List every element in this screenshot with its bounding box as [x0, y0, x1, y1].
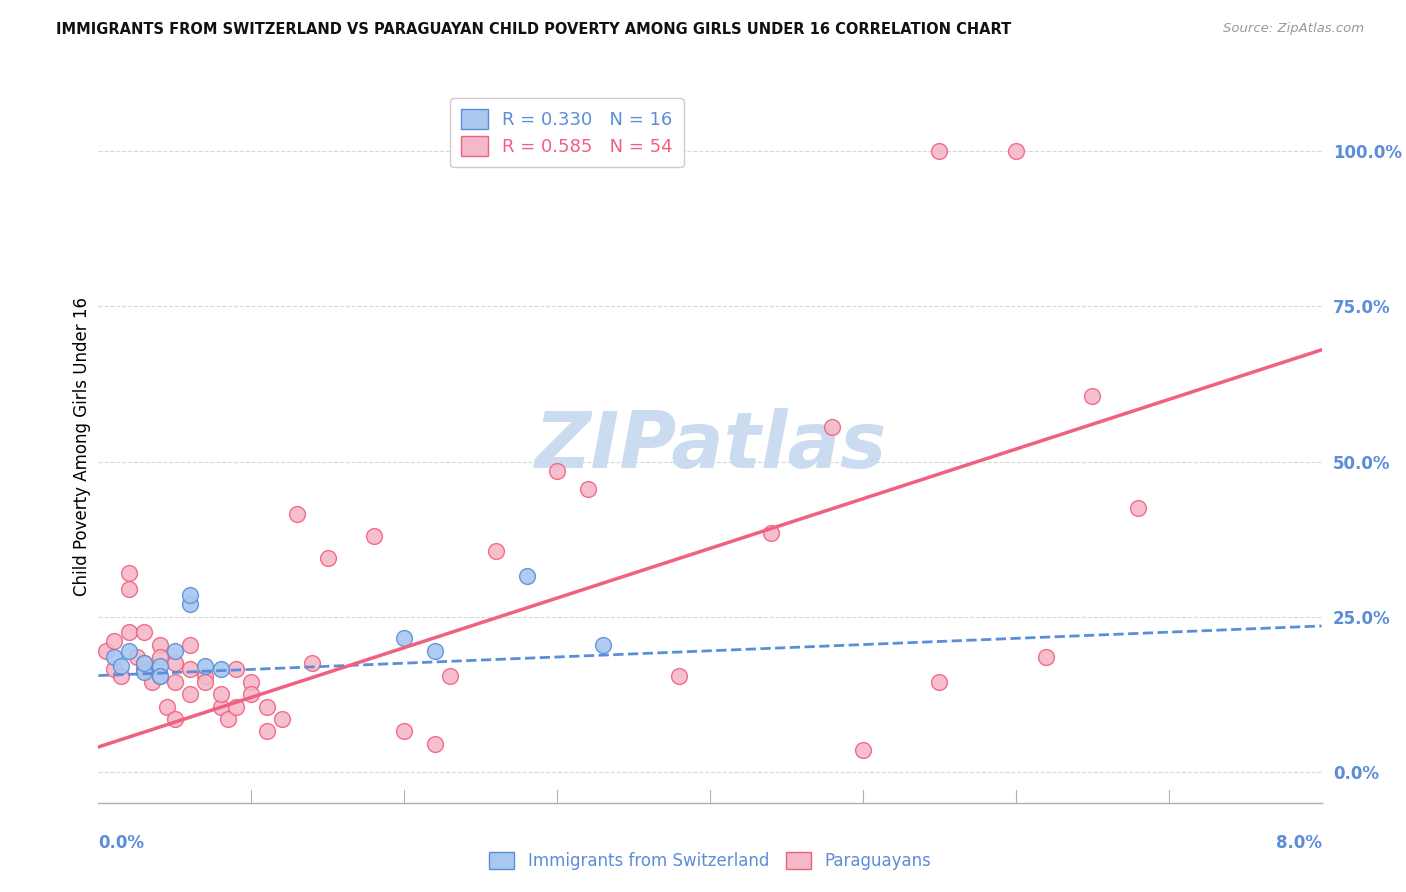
Point — [546, 464, 568, 478]
Point — [285, 508, 308, 522]
Text: 8.0%: 8.0% — [1275, 834, 1322, 852]
Point — [240, 674, 263, 689]
Point — [134, 662, 156, 676]
Point — [149, 668, 172, 682]
Legend: Immigrants from Switzerland, Paraguayans: Immigrants from Switzerland, Paraguayans — [482, 845, 938, 877]
Point — [179, 662, 201, 676]
Point — [103, 650, 125, 665]
Point — [301, 656, 323, 670]
Point — [423, 737, 446, 751]
Y-axis label: Child Poverty Among Girls Under 16: Child Poverty Among Girls Under 16 — [73, 296, 91, 596]
Point — [134, 656, 156, 670]
Point — [485, 544, 508, 558]
Point — [592, 638, 614, 652]
Point — [118, 566, 141, 581]
Point — [256, 724, 278, 739]
Point — [256, 699, 278, 714]
Point — [209, 662, 232, 676]
Point — [821, 420, 844, 434]
Point — [928, 145, 950, 159]
Text: IMMIGRANTS FROM SWITZERLAND VS PARAGUAYAN CHILD POVERTY AMONG GIRLS UNDER 16 COR: IMMIGRANTS FROM SWITZERLAND VS PARAGUAYA… — [56, 22, 1011, 37]
Text: Source: ZipAtlas.com: Source: ZipAtlas.com — [1223, 22, 1364, 36]
Point — [149, 638, 172, 652]
Point — [217, 712, 239, 726]
Point — [1035, 650, 1057, 665]
Point — [439, 668, 461, 682]
Point — [179, 588, 201, 602]
Point — [516, 569, 538, 583]
Point — [363, 529, 385, 543]
Point — [141, 674, 163, 689]
Point — [1081, 389, 1104, 403]
Point — [668, 668, 690, 682]
Point — [179, 597, 201, 611]
Point — [163, 674, 186, 689]
Text: 0.0%: 0.0% — [98, 834, 145, 852]
Point — [125, 650, 148, 665]
Point — [225, 699, 247, 714]
Point — [163, 644, 186, 658]
Point — [103, 662, 125, 676]
Point — [209, 687, 232, 701]
Point — [118, 644, 141, 658]
Point — [110, 668, 132, 682]
Point — [194, 659, 217, 673]
Point — [194, 668, 217, 682]
Point — [852, 743, 875, 757]
Point — [149, 659, 172, 673]
Point — [118, 625, 141, 640]
Point — [163, 656, 186, 670]
Point — [103, 634, 125, 648]
Point — [194, 674, 217, 689]
Point — [149, 668, 172, 682]
Point — [759, 525, 782, 540]
Point — [94, 644, 117, 658]
Point — [240, 687, 263, 701]
Point — [209, 699, 232, 714]
Point — [316, 550, 339, 565]
Point — [156, 699, 179, 714]
Point — [163, 712, 186, 726]
Point — [179, 687, 201, 701]
Point — [134, 625, 156, 640]
Point — [392, 724, 416, 739]
Point — [423, 644, 446, 658]
Point — [110, 659, 132, 673]
Point — [179, 638, 201, 652]
Point — [1128, 501, 1150, 516]
Point — [134, 656, 156, 670]
Point — [118, 582, 141, 596]
Text: ZIPatlas: ZIPatlas — [534, 408, 886, 484]
Point — [134, 665, 156, 680]
Point — [392, 632, 416, 646]
Point — [1004, 145, 1026, 159]
Point — [576, 483, 599, 497]
Point — [270, 712, 294, 726]
Point — [928, 674, 950, 689]
Point — [149, 650, 172, 665]
Point — [225, 662, 247, 676]
